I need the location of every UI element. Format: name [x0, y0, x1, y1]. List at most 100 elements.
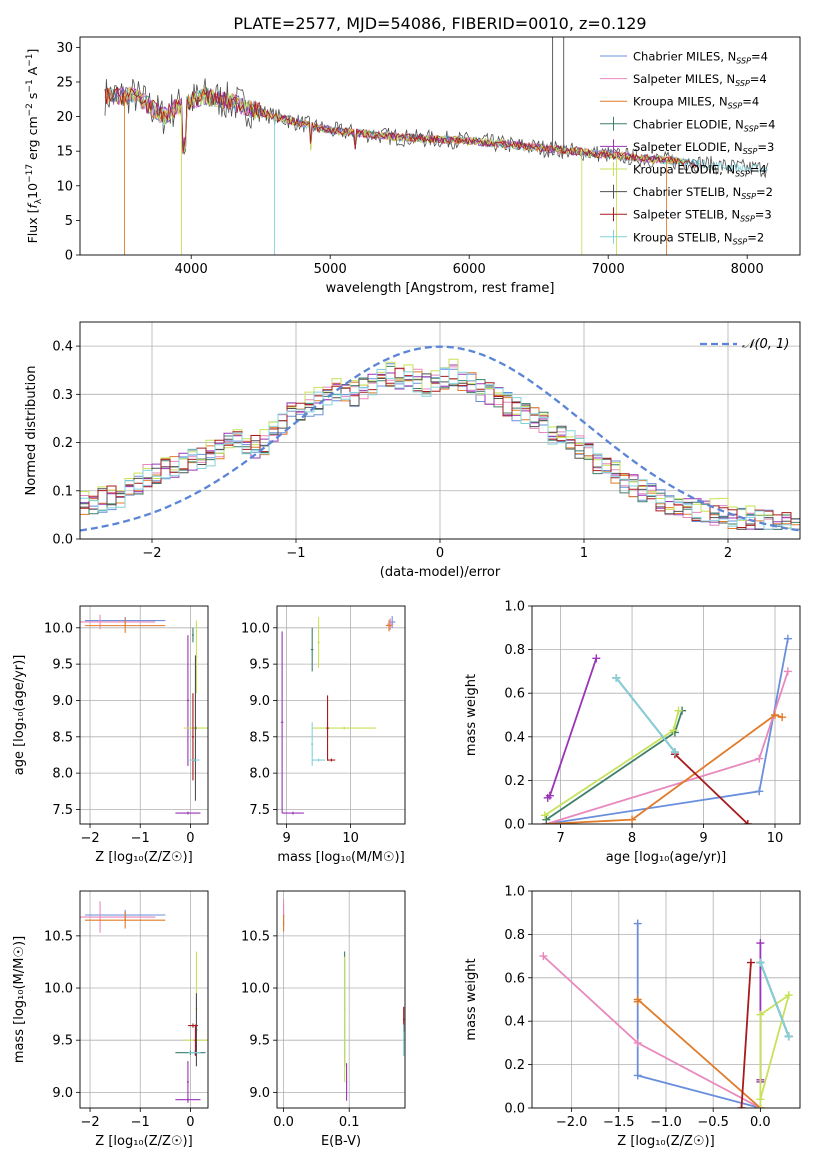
legend-label-sM: Salpeter MILES, NSSP=4 [633, 72, 767, 88]
y-tick-label: 9.0 [52, 1086, 73, 1101]
y-tick-label: 1.0 [504, 885, 525, 900]
x-tick-label: 0 [186, 831, 194, 846]
age_vs_Z-axes: −2 −1 0 7.5 8.0 8.5 9.0 9.5 10.0 Z [log₁₀(Z/Z☉)] a… [12, 605, 209, 865]
age_vs_mass-axes: 9 10 7.5 8.0 8.5 9.0 9.5 10.0 mass [log₁₀(M/M☉)] [241, 605, 406, 865]
legend-label-name: Kroupa STELIB, N [633, 230, 733, 244]
weight-line-sE [547, 658, 598, 799]
weight-line-sS [674, 753, 749, 824]
y-tick-label: 0.4 [504, 730, 525, 745]
weight-marker-sE [756, 939, 765, 948]
spectrum-ylabel-part: Flux [ [25, 209, 40, 244]
y-tick-label: 7.5 [52, 803, 73, 818]
weight_vs_Z-xlabel: Z [log₁₀(Z/Z☉)] [617, 1134, 714, 1149]
y-tick-label: 0.0 [504, 1102, 525, 1117]
x-tick-label: −1.0 [650, 1115, 682, 1130]
y-tick-label: 0.6 [504, 687, 525, 702]
weight-marker-cM [633, 919, 642, 928]
y-tick-label: 10.5 [241, 929, 270, 944]
legend-label-count: =2 [756, 185, 773, 199]
age_vs_mass-plot-area [280, 616, 396, 815]
spectrum-line-kE [117, 87, 685, 166]
spectrum-ylabel-part: f [25, 203, 40, 209]
histogram-cS [80, 373, 800, 530]
weight-marker-kM [770, 711, 779, 719]
weight-line-kS [759, 962, 790, 1037]
legend-label-cM: Chabrier MILES, NSSP=4 [633, 50, 768, 66]
y-tick-label: 8.5 [52, 730, 73, 745]
y-tick-label: 0.2 [504, 1058, 525, 1073]
weight-marker-kE [540, 811, 549, 820]
spectrum-ylabel-part: 10 [25, 183, 40, 199]
weight-marker-cM [755, 787, 764, 796]
y-tick-label: 10.0 [241, 982, 270, 997]
legend-label-kM: Kroupa MILES, NSSP=4 [633, 95, 759, 111]
gaussian-curve [80, 345, 800, 532]
weight-marker-kS [612, 673, 621, 682]
legend-label-count: =4 [742, 95, 759, 109]
weight-marker-sM [755, 754, 764, 763]
y-tick-label: 9.0 [249, 1086, 270, 1101]
residuals-axes: −2 −1 0 1 2 0.0 0.1 0.2 0.3 0.4 (data-model)/error… [24, 321, 801, 580]
spectrum-ylabel: Flux [fλ10−17 erg cm−2 s−1 A−1] [25, 49, 44, 244]
weight-line-kE [759, 993, 791, 1108]
weight-marker-sM [633, 1038, 642, 1047]
weight-marker-kS [670, 748, 679, 757]
residuals-frame [79, 321, 801, 540]
x-tick-label: −1 [286, 546, 305, 561]
spectrum-ylabel-part: A [25, 66, 40, 79]
x-tick-label: 7000 [592, 262, 625, 277]
weight-marker-kE [784, 991, 793, 1000]
x-tick-label: 4000 [175, 262, 208, 277]
x-tick-label: 2 [724, 546, 732, 561]
legend-label-sub: SSP [735, 170, 750, 179]
y-tick-label: 9.5 [249, 658, 270, 673]
weight_vs_Z-axes: −2.0 −1.5 −1.0 −0.5 0.0 0.0 0.2 0.4 0.6 0.8 1.0 Z [… [464, 885, 801, 1149]
legend-gaussian-label: 𝒩(0, 1) [742, 337, 789, 352]
spectrum-ylabel-part: λ [34, 198, 44, 204]
y-tick-label: 0.8 [504, 643, 525, 658]
legend-label-sub: SSP [741, 192, 756, 201]
weight-marker-sE [545, 791, 554, 800]
legend-label-sub: SSP [744, 124, 759, 133]
mass_vs_ebv-plot-area [282, 899, 405, 1101]
y-tick-label: 8.0 [52, 767, 73, 782]
y-tick-label: 8.5 [249, 730, 270, 745]
weight_vs_Z-plot-area [539, 919, 793, 1108]
x-tick-label: 9 [699, 831, 707, 846]
age_vs_mass-xlabel: mass [log₁₀(M/M☉)] [277, 850, 404, 865]
spectrum-ylabel-part: −1 [25, 79, 35, 92]
mass_vs_ebv-frame [276, 890, 406, 1109]
legend-label-cS: Chabrier STELIB, NSSP=2 [633, 185, 773, 201]
legend-label-count: =3 [755, 208, 772, 222]
spectrum-plot-area [104, 37, 769, 255]
legend-label-cE: Chabrier ELODIE, NSSP=4 [633, 117, 775, 133]
x-tick-label: 8000 [731, 262, 764, 277]
spectrum-ylabel-part: s [25, 93, 40, 104]
x-tick-label: 10 [767, 831, 784, 846]
weight_vs_Z-ylabel: mass weight [464, 958, 479, 1040]
legend-label-sub: SSP [736, 57, 751, 66]
weight-marker-sM [539, 952, 548, 961]
weight-marker-sE [592, 654, 601, 663]
figure-title: PLATE=2577, MJD=54086, FIBERID=0010, z=0… [233, 14, 646, 33]
legend-label-sub: SSP [735, 79, 750, 88]
residuals-xlabel: (data-model)/error [380, 565, 501, 580]
weight-marker-sS [746, 958, 755, 967]
weight_vs_age-ylabel: mass weight [464, 674, 479, 756]
y-tick-label: 25 [56, 75, 73, 90]
weight-marker-kE [756, 1095, 765, 1104]
legend-label-sS: Salpeter STELIB, NSSP=3 [633, 208, 772, 224]
y-tick-label: 10.0 [44, 982, 73, 997]
legend-label-name: Chabrier ELODIE, N [633, 117, 744, 131]
legend-label-sub: SSP [740, 215, 755, 224]
y-tick-label: 0.0 [52, 533, 73, 548]
y-tick-label: 0.4 [52, 340, 73, 355]
x-tick-label: 10 [342, 831, 359, 846]
legend-label-count: =4 [750, 163, 767, 177]
legend-label-count: =3 [757, 140, 774, 154]
legend-label-name: Chabrier STELIB, N [633, 185, 741, 199]
weight-marker-kE [756, 1010, 765, 1019]
x-tick-label: −1.5 [603, 1115, 635, 1130]
legend-label-name: Salpeter STELIB, N [633, 208, 740, 222]
